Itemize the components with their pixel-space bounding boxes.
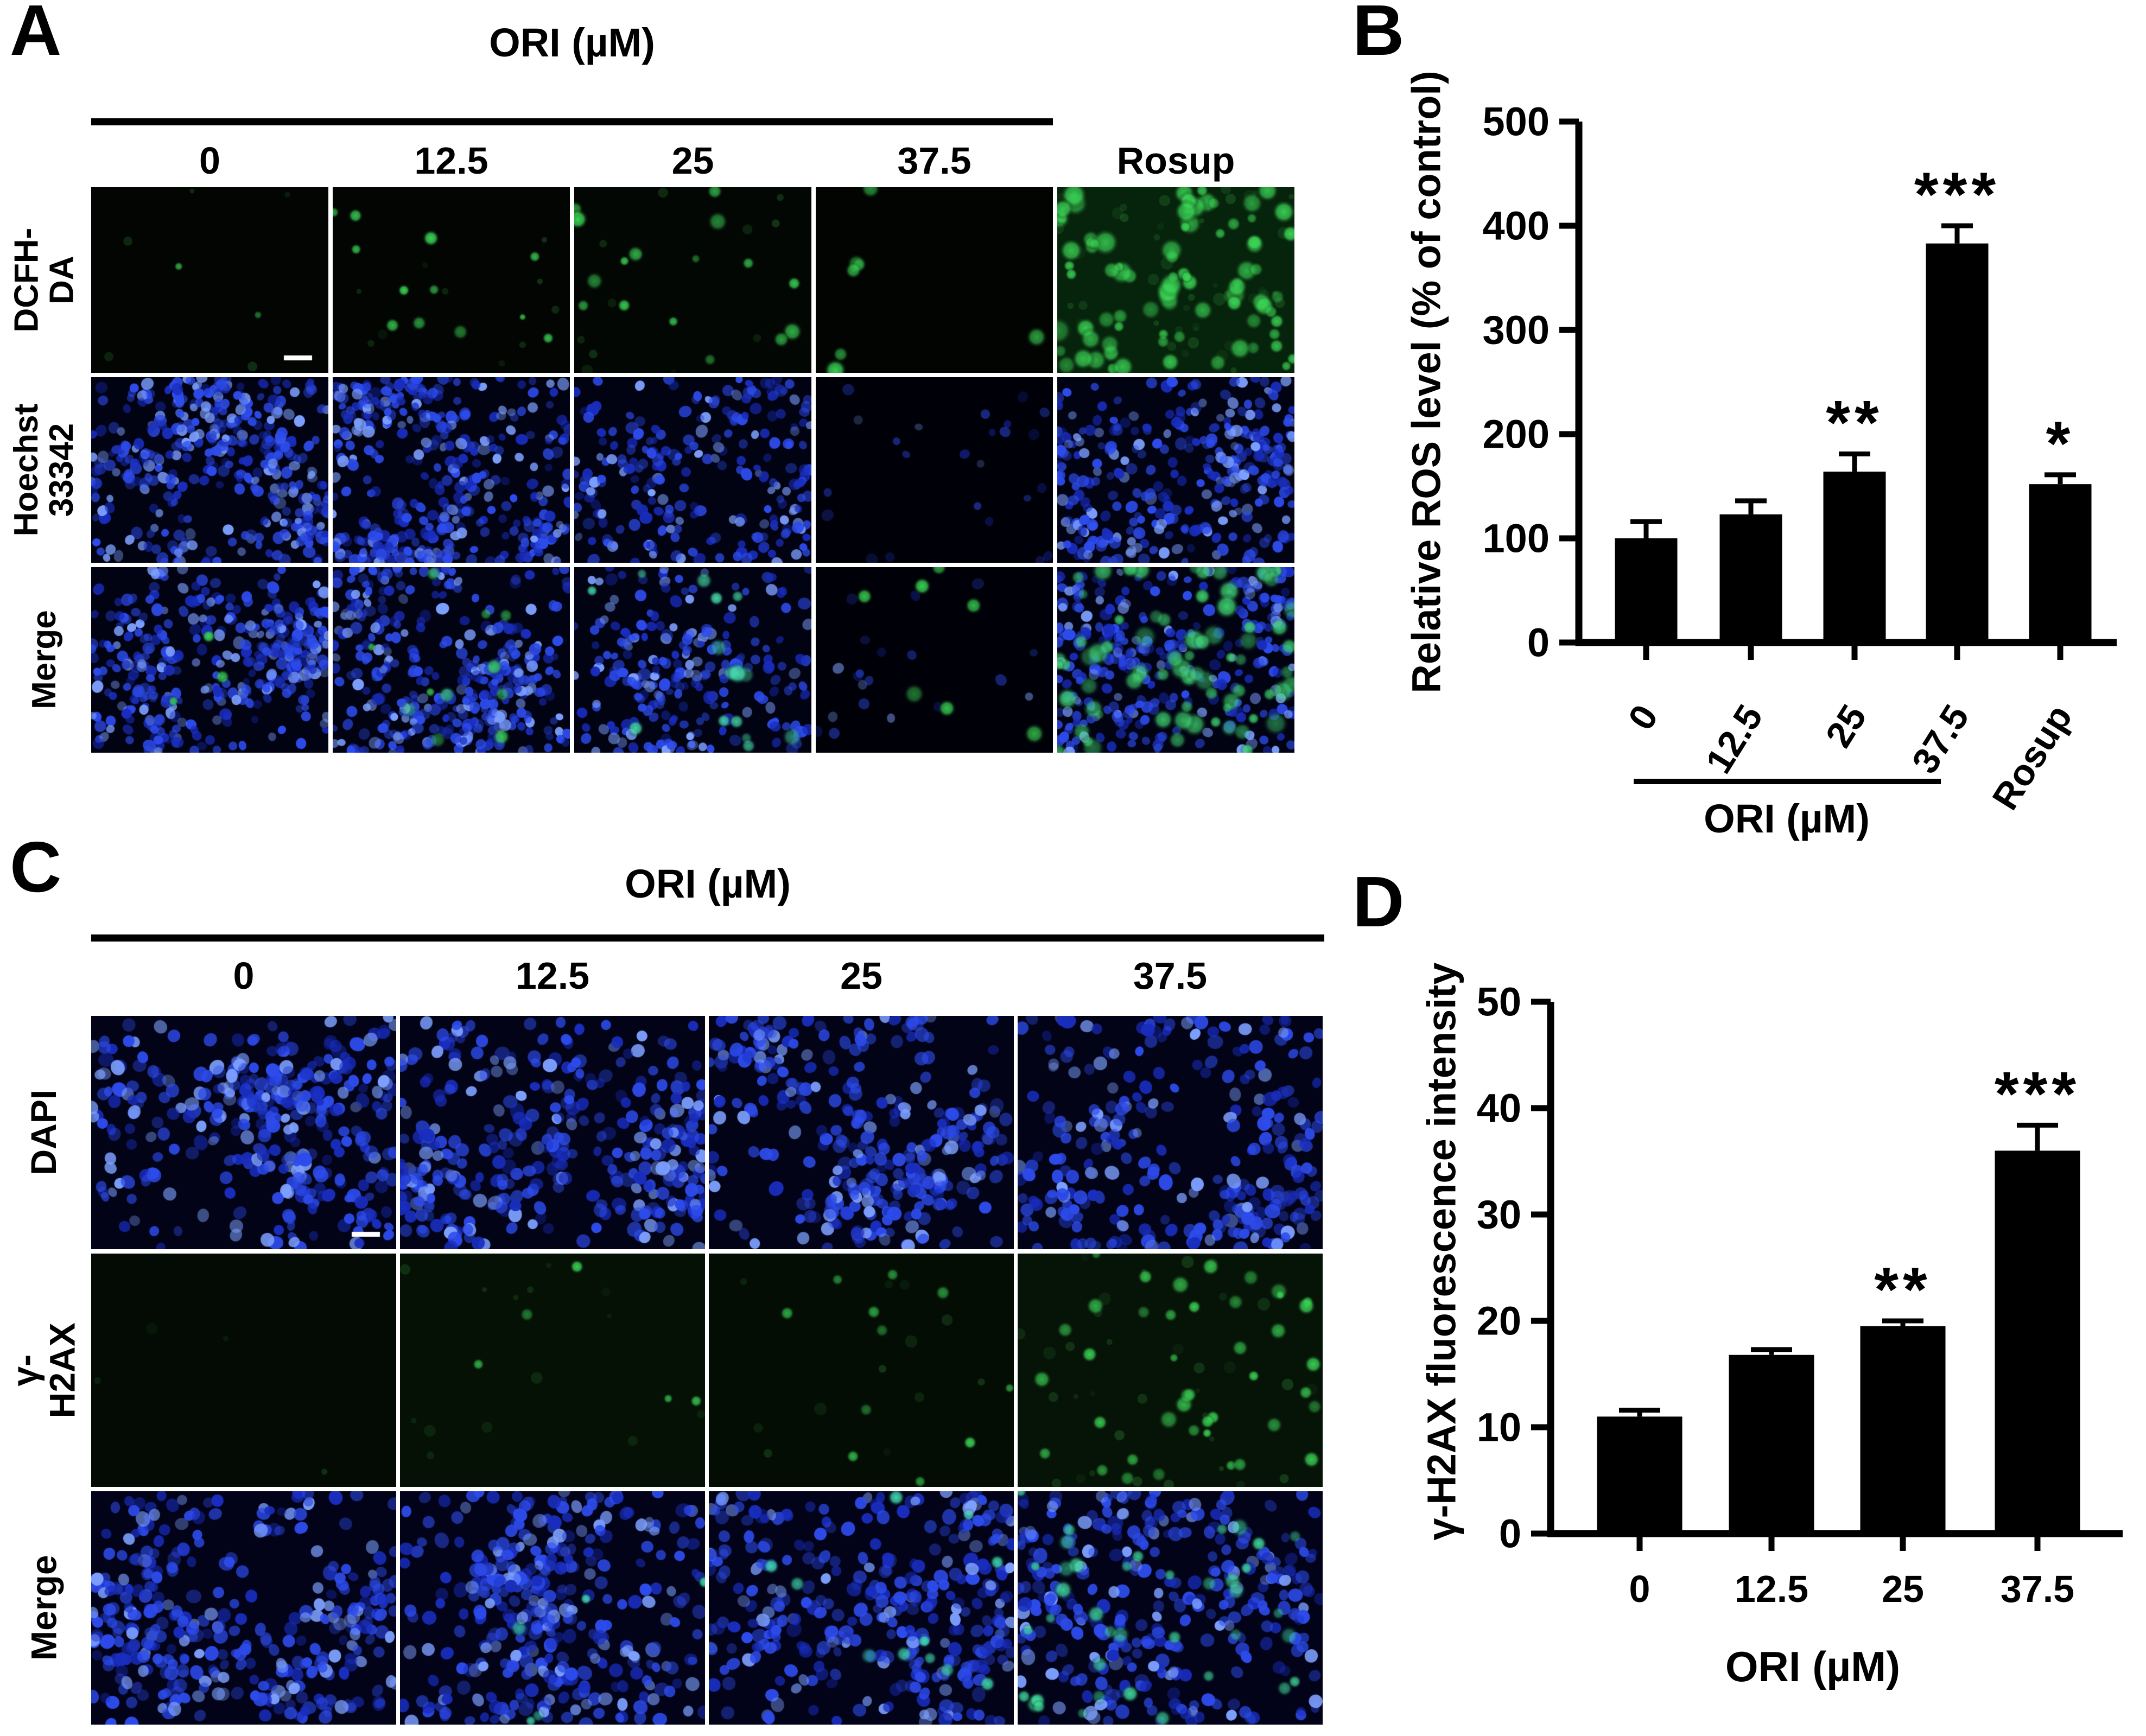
row-label: Merge — [0, 1491, 88, 1725]
micrograph-panel_a-row1-col3 — [816, 377, 1053, 563]
y-tick-label: 500 — [1483, 99, 1550, 144]
ori-concentration-header: ORI (µM) — [625, 861, 791, 906]
row-label-text: DAPI — [23, 1090, 64, 1175]
category-label: 12.5 — [1698, 698, 1771, 781]
significance-marker: ** — [1874, 1255, 1932, 1325]
ori-header-underline — [91, 118, 1053, 125]
y-tick-label: 40 — [1477, 1086, 1521, 1131]
micrograph-panel_a-row1-col4 — [1057, 377, 1294, 563]
micrograph-panel_a-row1-col0 — [91, 377, 328, 563]
micrograph-panel_a-row2-col4 — [1057, 567, 1294, 753]
category-label: 0 — [1620, 698, 1666, 737]
micrograph-panel_c-row2-col3 — [1018, 1491, 1323, 1725]
ori-concentration-header: ORI (µM) — [489, 20, 655, 65]
micrograph-panel_c-row0-col2 — [709, 1016, 1014, 1249]
bar-25 — [1860, 1326, 1946, 1534]
column-label-0: 0 — [199, 139, 220, 182]
column-label-25: 25 — [671, 139, 714, 182]
micrograph-panel_c-row2-col2 — [709, 1491, 1014, 1725]
column-label-Rosup: Rosup — [1116, 139, 1235, 182]
bar-37.5 — [1926, 243, 1989, 643]
category-label: 0 — [1629, 1568, 1650, 1610]
panel-c-label: C — [10, 827, 62, 907]
row-label-text: DCFH-DA — [7, 227, 80, 333]
x-axis-label: ORI (µM) — [1725, 1643, 1900, 1690]
micrograph-panel_c-row1-col2 — [709, 1254, 1014, 1487]
row-label: Hoechst 33342 — [0, 377, 88, 563]
micrograph-panel_a-row0-col0 — [91, 187, 328, 373]
row-label: Merge — [0, 567, 88, 753]
row-label-text: γ-H2AX — [4, 1322, 82, 1419]
micrograph-panel_a-row0-col3 — [816, 187, 1053, 373]
micrograph-panel_c-row0-col1 — [400, 1016, 705, 1249]
bar-0 — [1615, 538, 1678, 643]
y-tick-label: 50 — [1477, 980, 1521, 1025]
micrograph-panel_c-row2-col1 — [400, 1491, 705, 1725]
row-label-text: Merge — [25, 610, 63, 710]
y-tick-label: 20 — [1477, 1299, 1521, 1344]
category-label: 25 — [1818, 698, 1875, 754]
micrograph-panel_c-row1-col1 — [400, 1254, 705, 1487]
column-label-37.5: 37.5 — [897, 139, 972, 182]
micrograph-panel_a-row2-col2 — [574, 567, 811, 753]
group-label: ORI (µM) — [1704, 796, 1870, 841]
ros-bar-chart: 0 100 200 300 400 500 0 12.5 ** 25 *** 37.5 * Rosup Re… — [1404, 71, 2117, 841]
row-label: DCFH-DA — [0, 187, 88, 373]
panel-a-label: A — [10, 0, 62, 70]
ori-header-underline — [91, 934, 1324, 942]
micrograph-panel_c-row0-col0 — [91, 1016, 396, 1249]
category-label: 37.5 — [2001, 1568, 2074, 1610]
micrograph-panel_a-row0-col1 — [333, 187, 570, 373]
y-axis-label: γ-H2AX fluorescence intensity — [1419, 962, 1464, 1540]
y-tick-label: 0 — [1527, 620, 1550, 665]
micrograph-panel_c-row0-col3 — [1018, 1016, 1323, 1249]
bar-25 — [1823, 472, 1886, 643]
category-label: 12.5 — [1735, 1568, 1808, 1610]
y-tick-label: 0 — [1499, 1511, 1521, 1556]
y-tick-label: 30 — [1477, 1192, 1521, 1237]
significance-marker: *** — [1995, 1059, 2080, 1129]
column-label-25: 25 — [840, 955, 882, 997]
micrograph-panel_a-row1-col2 — [574, 377, 811, 563]
row-label-text: Hoechst 33342 — [7, 403, 81, 537]
micrograph-panel_a-row1-col1 — [333, 377, 570, 563]
bar-12.5 — [1729, 1355, 1814, 1534]
micrograph-panel_c-row1-col0 — [91, 1254, 396, 1487]
micrograph-panel_a-row2-col0 — [91, 567, 328, 753]
column-label-0: 0 — [233, 955, 255, 997]
column-label-12.5: 12.5 — [414, 139, 488, 182]
micrograph-panel_a-row2-col1 — [333, 567, 570, 753]
micrograph-panel_a-row0-col4 — [1057, 187, 1294, 373]
category-label: Rosup — [1984, 698, 2080, 817]
y-tick-label: 100 — [1483, 516, 1550, 561]
row-label: γ-H2AX — [0, 1254, 88, 1487]
bar-12.5 — [1719, 514, 1782, 643]
category-label: 37.5 — [1904, 698, 1977, 781]
bar-37.5 — [1995, 1150, 2080, 1534]
panel-d-label: D — [1353, 862, 1405, 942]
y-tick-label: 200 — [1483, 412, 1550, 457]
significance-marker: *** — [1914, 160, 2000, 230]
y-tick-label: 300 — [1483, 308, 1550, 353]
h2ax-bar-chart: 0 10 20 30 40 50 0 12.5 ** 25 *** 37.5 γ-H2AX fluore… — [1419, 962, 2123, 1690]
significance-marker: * — [2046, 409, 2075, 479]
micrograph-panel_c-row1-col3 — [1018, 1254, 1323, 1487]
significance-marker: ** — [1826, 388, 1883, 457]
y-axis-label: Relative ROS level (% of control) — [1404, 71, 1449, 693]
bar-0 — [1597, 1416, 1682, 1534]
micrograph-panel_a-row2-col3 — [816, 567, 1053, 753]
micrograph-panel_c-row2-col0 — [91, 1491, 396, 1725]
bar-Rosup — [2029, 484, 2092, 643]
column-label-12.5: 12.5 — [515, 955, 590, 997]
y-tick-label: 400 — [1483, 204, 1550, 249]
row-label: DAPI — [0, 1016, 88, 1249]
category-label: 25 — [1882, 1568, 1924, 1610]
panel-b-label: B — [1353, 0, 1405, 70]
column-label-37.5: 37.5 — [1133, 955, 1208, 997]
micrograph-panel_a-row0-col2 — [574, 187, 811, 373]
y-tick-label: 10 — [1477, 1405, 1521, 1450]
row-label-text: Merge — [23, 1555, 64, 1661]
